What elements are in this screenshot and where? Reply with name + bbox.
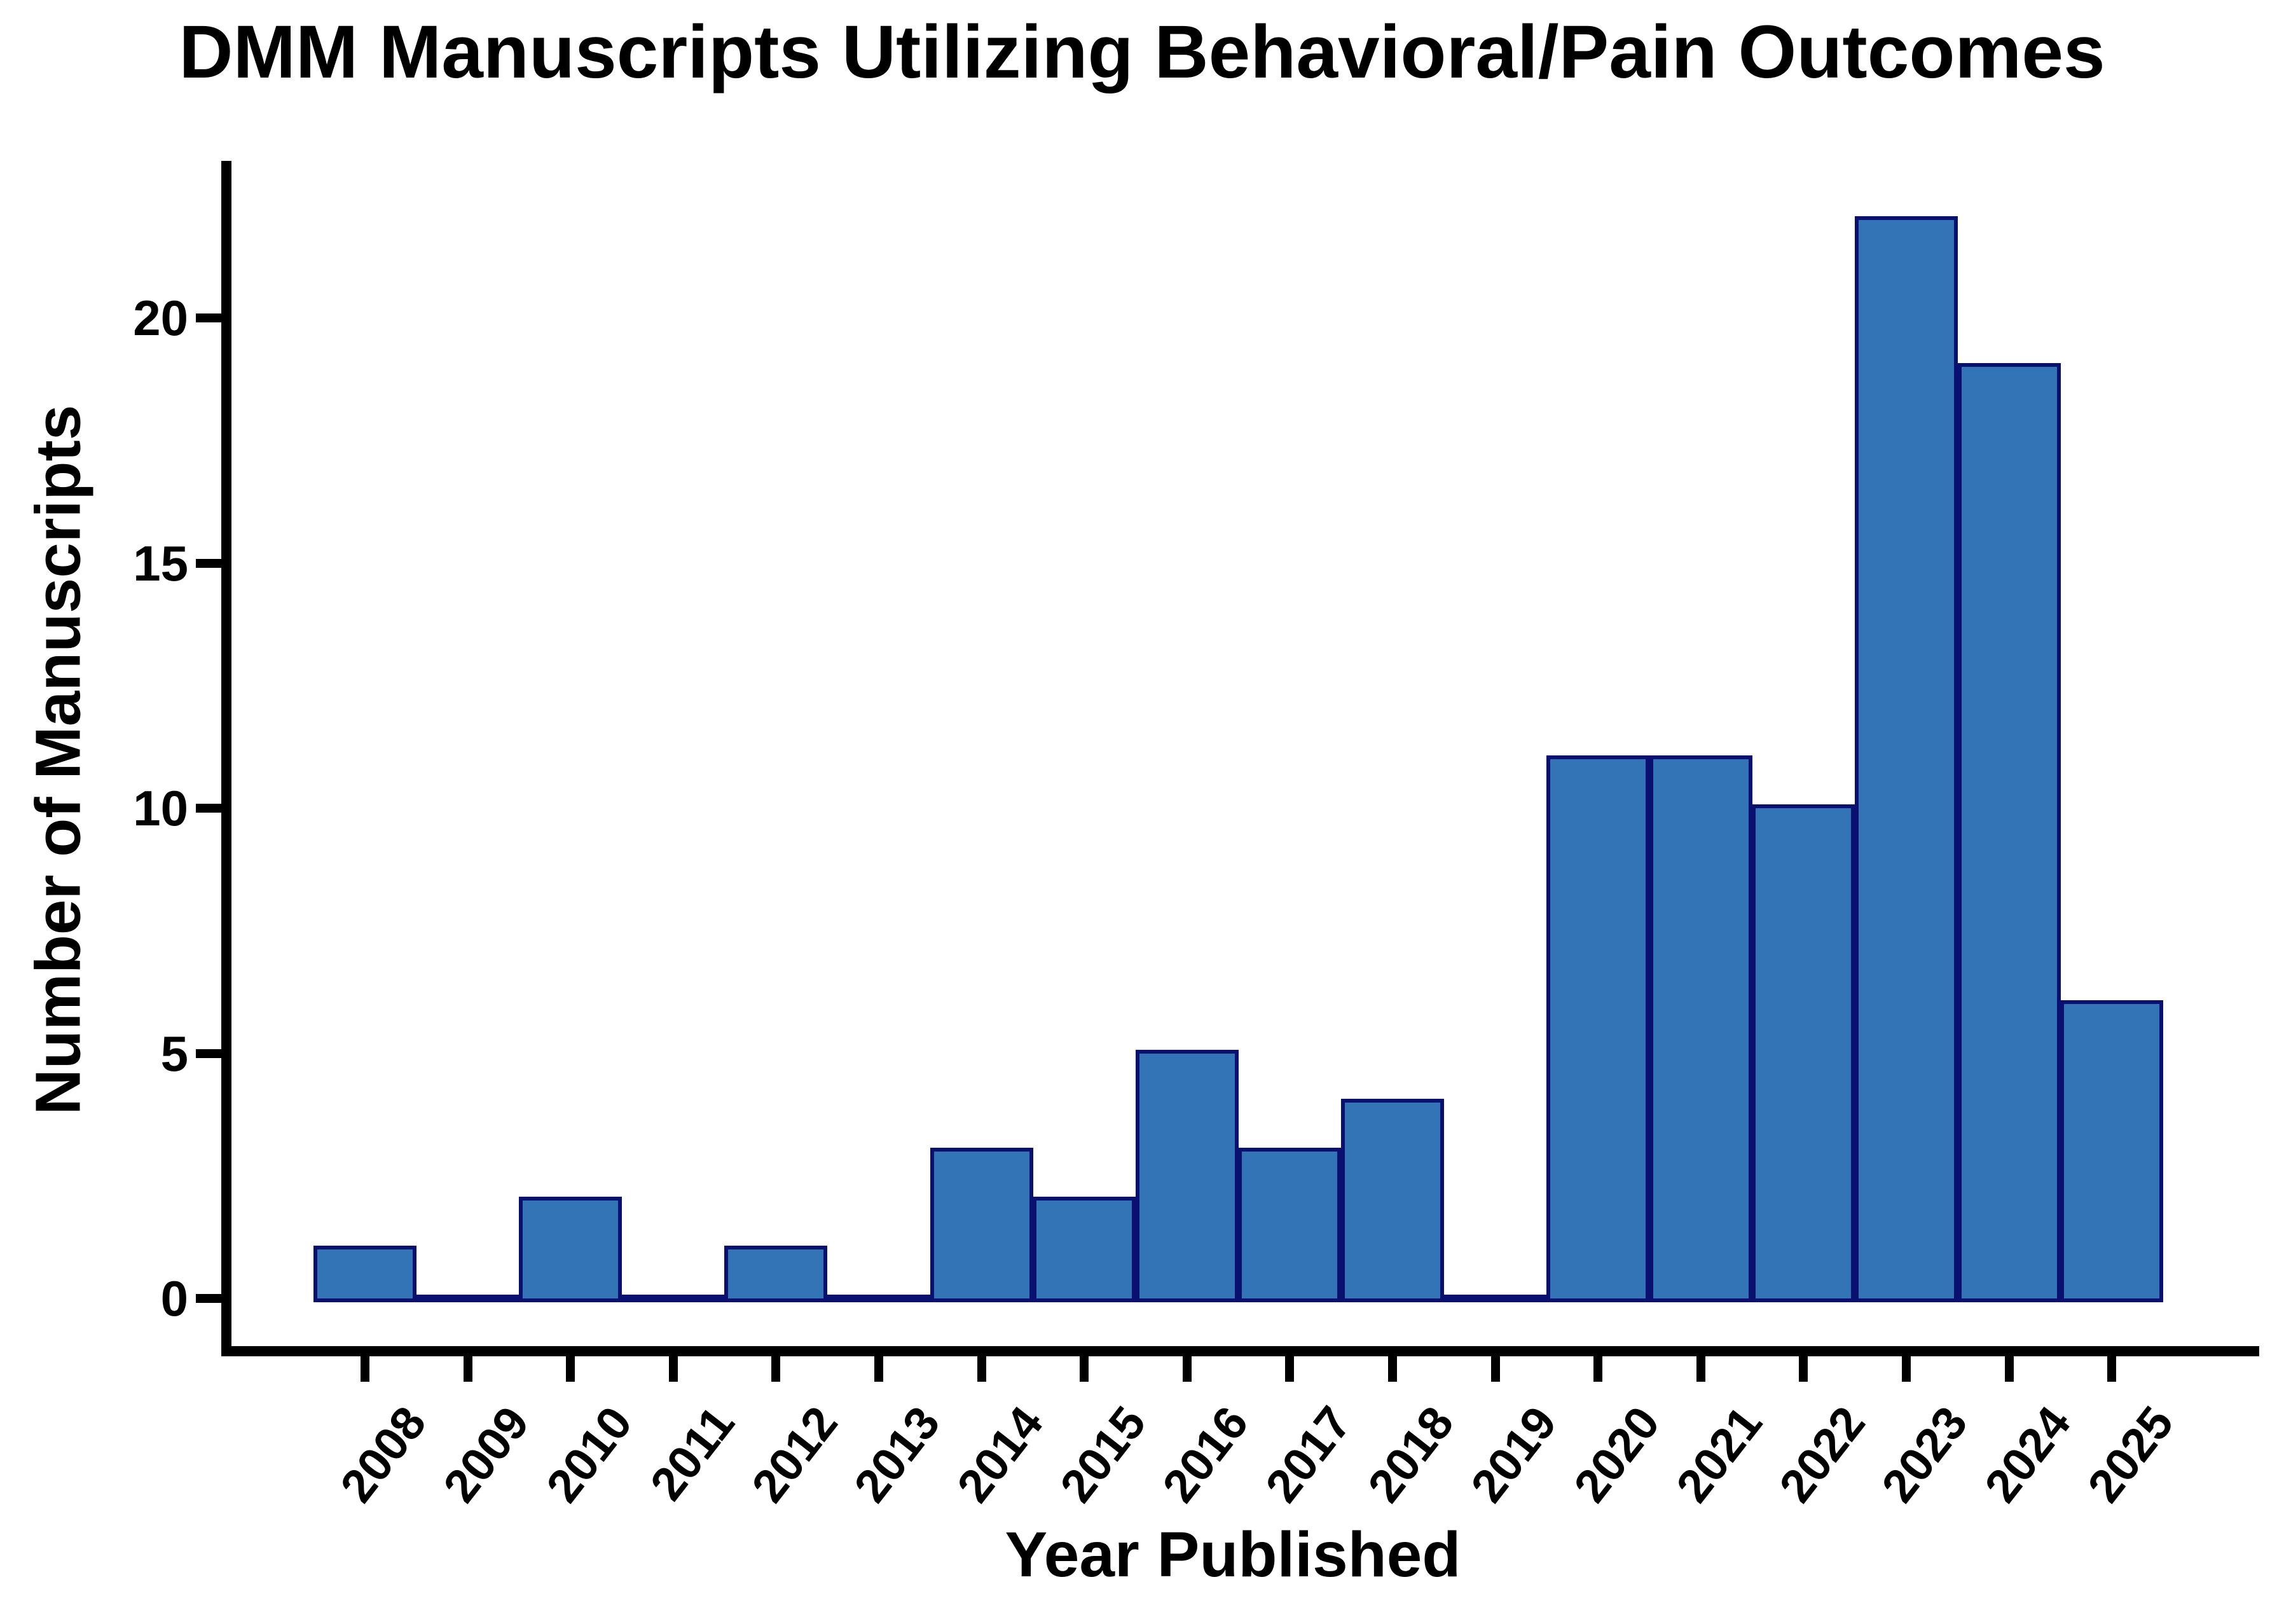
y-tick bbox=[196, 1294, 221, 1303]
y-tick-label: 5 bbox=[160, 1025, 188, 1082]
x-tick bbox=[874, 1356, 883, 1382]
y-tick bbox=[196, 313, 221, 322]
bar bbox=[1546, 755, 1650, 1302]
x-tick-label: 2010 bbox=[535, 1396, 642, 1512]
bar bbox=[1752, 804, 1855, 1302]
bar bbox=[313, 1245, 416, 1302]
x-tick-label: 2022 bbox=[1768, 1396, 1875, 1512]
x-tick bbox=[1388, 1356, 1397, 1382]
y-tick bbox=[196, 558, 221, 568]
bar bbox=[1341, 1098, 1444, 1302]
x-tick-label: 2014 bbox=[947, 1396, 1053, 1512]
chart-title: DMM Manuscripts Utilizing Behavioral/Pai… bbox=[179, 10, 2105, 94]
x-tick-label: 2021 bbox=[1666, 1396, 1773, 1512]
x-tick bbox=[1799, 1356, 1808, 1382]
bar bbox=[2060, 1000, 2164, 1302]
x-tick-label: 2019 bbox=[1461, 1396, 1567, 1512]
bar bbox=[1238, 1147, 1342, 1302]
x-tick-label: 2016 bbox=[1152, 1396, 1259, 1512]
y-axis-title: Number of Manuscripts bbox=[22, 404, 94, 1115]
x-tick-label: 2017 bbox=[1255, 1396, 1361, 1512]
y-tick-label: 10 bbox=[133, 780, 188, 836]
bar bbox=[1649, 755, 1752, 1302]
x-tick bbox=[2004, 1356, 2014, 1382]
x-tick bbox=[1285, 1356, 1295, 1382]
bar bbox=[930, 1147, 1033, 1302]
x-tick bbox=[771, 1356, 781, 1382]
bar bbox=[1957, 363, 2061, 1302]
x-tick bbox=[1696, 1356, 1705, 1382]
x-tick bbox=[361, 1356, 369, 1382]
x-tick bbox=[1593, 1356, 1603, 1382]
x-tick bbox=[977, 1356, 986, 1382]
x-tick bbox=[1182, 1356, 1192, 1382]
x-tick-label: 2015 bbox=[1049, 1396, 1156, 1512]
x-tick-label: 2023 bbox=[1871, 1396, 1978, 1512]
bar bbox=[724, 1245, 828, 1302]
y-tick-label: 15 bbox=[133, 535, 188, 591]
bar bbox=[1135, 1049, 1239, 1302]
x-tick bbox=[566, 1356, 575, 1382]
y-tick bbox=[196, 1049, 221, 1058]
x-tick-label: 2025 bbox=[2077, 1396, 2184, 1512]
y-tick-label: 20 bbox=[133, 290, 188, 346]
x-tick bbox=[463, 1356, 472, 1382]
x-axis-title: Year Published bbox=[1005, 1519, 1461, 1590]
x-tick-label: 2024 bbox=[1974, 1396, 2081, 1512]
x-tick bbox=[668, 1356, 678, 1382]
x-tick-label: 2008 bbox=[330, 1396, 437, 1512]
x-tick-label: 2012 bbox=[741, 1396, 848, 1512]
x-tick-label: 2018 bbox=[1358, 1396, 1464, 1512]
bar bbox=[1033, 1196, 1136, 1302]
y-tick-label: 0 bbox=[160, 1270, 188, 1326]
y-axis-line bbox=[221, 161, 231, 1356]
bar bbox=[1855, 216, 1958, 1302]
x-tick-label: 2009 bbox=[433, 1396, 539, 1512]
x-tick bbox=[1902, 1356, 1911, 1382]
x-tick-label: 2011 bbox=[640, 1396, 745, 1510]
x-tick bbox=[2107, 1356, 2117, 1382]
x-tick bbox=[1490, 1356, 1500, 1382]
x-tick bbox=[1080, 1356, 1089, 1382]
x-tick-label: 2013 bbox=[844, 1396, 951, 1512]
y-tick bbox=[196, 804, 221, 813]
x-axis-line bbox=[221, 1346, 2259, 1356]
x-tick-label: 2020 bbox=[1563, 1396, 1670, 1512]
bar bbox=[519, 1196, 623, 1302]
